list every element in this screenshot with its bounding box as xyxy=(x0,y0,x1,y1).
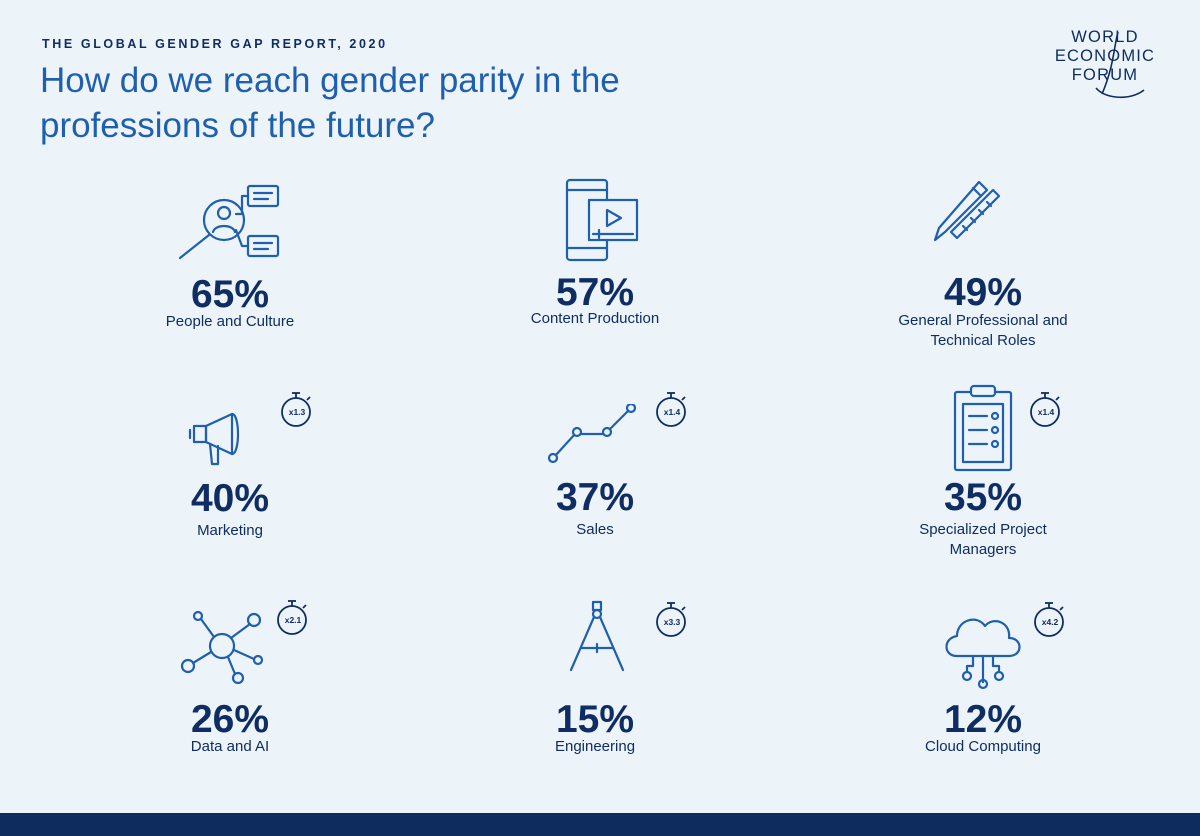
profession-card-content-production: 57% Content Production xyxy=(495,175,695,345)
growth-multiplier: x1.3 xyxy=(288,407,306,417)
people-search-icon xyxy=(178,184,280,260)
profession-label: Engineering xyxy=(554,738,636,755)
profession-card-cloud-computing: x4.2 12% Cloud Computing xyxy=(873,598,1093,758)
profession-percent: 57% xyxy=(555,271,635,314)
megaphone-icon xyxy=(188,412,240,466)
profession-percent: 49% xyxy=(943,271,1023,314)
growth-timer-badge: x1.4 xyxy=(655,390,689,430)
profession-label: General Professional and Technical Roles xyxy=(898,312,1068,349)
profession-card-people-culture: 65% People and Culture xyxy=(130,175,330,345)
growth-multiplier: x1.4 xyxy=(663,407,681,417)
growth-multiplier: x3.3 xyxy=(663,617,681,627)
growth-timer-badge: x3.3 xyxy=(655,600,689,640)
network-icon xyxy=(180,610,264,684)
profession-percent: 35% xyxy=(943,476,1023,519)
growth-multiplier: x2.1 xyxy=(284,615,302,625)
page-title: How do we reach gender parity in the pro… xyxy=(40,61,620,145)
profession-label: People and Culture xyxy=(165,313,295,330)
profession-card-project-managers: x1.4 35% Specialized Project Managers xyxy=(873,382,1093,562)
profession-card-marketing: x1.3 40% Marketing xyxy=(130,390,330,550)
logo-arc-icon xyxy=(1095,31,1145,99)
cloud-icon xyxy=(945,618,1021,690)
profession-card-data-ai: x2.1 26% Data and AI xyxy=(130,598,330,758)
profession-label: Cloud Computing xyxy=(925,738,1041,755)
growth-timer-badge: x1.3 xyxy=(280,390,314,430)
growth-timer-badge: x1.4 xyxy=(1029,390,1063,430)
profession-card-sales: x1.4 37% Sales xyxy=(495,390,695,550)
profession-label: Sales xyxy=(576,521,614,538)
profession-percent: 15% xyxy=(555,698,635,741)
video-tablet-icon xyxy=(565,178,639,262)
profession-percent: 12% xyxy=(943,698,1023,741)
profession-card-engineering: x3.3 15% Engineering xyxy=(495,598,695,758)
footer-bar xyxy=(0,813,1200,836)
logo-line-world: WORLD xyxy=(1071,28,1139,46)
profession-card-general-professional: 49% General Professional and Technical R… xyxy=(873,175,1093,350)
compass-icon xyxy=(569,600,625,672)
profession-label: Content Production xyxy=(530,310,660,327)
line-chart-icon xyxy=(547,404,637,464)
logo-line-forum: FORUM xyxy=(1071,66,1139,84)
profession-label: Specialized Project Managers xyxy=(919,521,1047,558)
growth-timer-badge: x2.1 xyxy=(276,598,310,638)
profession-percent: 26% xyxy=(190,698,270,741)
growth-multiplier: x4.2 xyxy=(1041,617,1059,627)
profession-percent: 65% xyxy=(190,273,270,316)
clipboard-icon xyxy=(953,384,1013,472)
profession-label: Data and AI xyxy=(190,738,270,755)
profession-percent: 37% xyxy=(555,476,635,519)
wef-logo: WORLD ECONOMIC FORUM xyxy=(1040,26,1170,106)
pen-ruler-icon xyxy=(933,180,1001,242)
growth-timer-badge: x4.2 xyxy=(1033,600,1067,640)
report-eyebrow: THE GLOBAL GENDER GAP REPORT, 2020 xyxy=(42,37,388,51)
logo-line-economic: ECONOMIC xyxy=(1054,47,1156,65)
profession-label: Marketing xyxy=(197,522,263,539)
growth-multiplier: x1.4 xyxy=(1037,407,1055,417)
profession-percent: 40% xyxy=(190,477,270,520)
